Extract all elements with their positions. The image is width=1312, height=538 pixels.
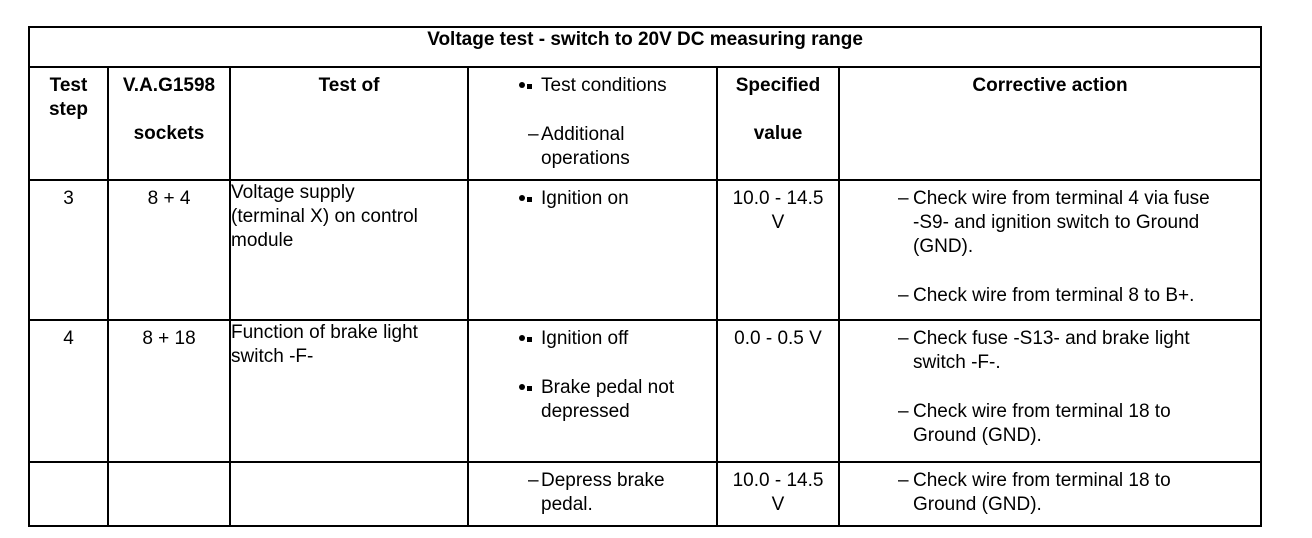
cell-step: 4 <box>28 319 109 463</box>
operation-text: Depress brake <box>541 470 665 491</box>
dash-icon: – <box>528 124 539 145</box>
header-conditions-item: Test conditions <box>469 74 716 98</box>
header-sockets-line2: sockets <box>133 123 205 144</box>
bullet-icon <box>519 384 525 390</box>
operation-item: – Depress brake pedal. <box>469 469 716 517</box>
cell-sockets: 8 + 4 <box>107 179 231 321</box>
test-of-line: (terminal X) on control <box>231 206 418 227</box>
value-line: 10.0 - 14.5 <box>732 470 824 491</box>
sockets-value: 8 + 18 <box>142 328 196 349</box>
cell-conditions: Ignition off Brake pedal not depressed <box>467 319 718 463</box>
cell-conditions: – Depress brake pedal. <box>467 461 718 527</box>
cell-actions: – Check wire from terminal 4 via fuse -S… <box>837 179 1263 321</box>
cell-step <box>28 461 109 527</box>
action-item: – Check wire from terminal 18 to Ground … <box>840 400 1260 448</box>
value-line: V <box>771 494 785 515</box>
bullet-icon <box>519 335 525 341</box>
header-conditions: Test conditions – Additional operations <box>467 66 718 181</box>
cell-step: 3 <box>28 179 109 321</box>
header-specified-value: Specified value <box>716 66 840 181</box>
header-corrective-action: Corrective action <box>837 66 1263 181</box>
test-of-line: Function of brake light <box>231 322 418 343</box>
operation-text: pedal. <box>541 494 593 515</box>
action-line: (GND). <box>913 236 974 257</box>
action-item: – Check wire from terminal 8 to B+. <box>840 284 1260 308</box>
test-of-line: module <box>231 230 294 251</box>
value-line: 10.0 - 14.5 <box>732 188 824 209</box>
cell-test-of: Voltage supply (terminal X) on control m… <box>229 179 469 321</box>
square-bullet-icon <box>527 84 532 89</box>
condition-item: Brake pedal not depressed <box>469 376 716 424</box>
action-line: Check wire from terminal 18 to <box>913 470 1171 491</box>
cell-test-of: Function of brake light switch -F- <box>229 319 469 463</box>
action-item: – Check wire from terminal 18 to Ground … <box>840 469 1260 517</box>
dash-icon: – <box>898 328 909 349</box>
cell-conditions: Ignition on <box>467 179 718 321</box>
condition-text: Ignition off <box>541 328 629 349</box>
table-row: – Depress brake pedal. 10.0 - 14.5 V – C… <box>28 461 1263 527</box>
header-corrective-label: Corrective action <box>972 75 1128 96</box>
header-specified-line2: value <box>753 123 803 144</box>
cell-actions: – Check fuse -S13- and brake light switc… <box>837 319 1263 463</box>
cell-actions: – Check wire from terminal 18 to Ground … <box>837 461 1263 527</box>
dash-icon: – <box>898 470 909 491</box>
cell-sockets: 8 + 18 <box>107 319 231 463</box>
bullet-icon <box>519 82 525 88</box>
condition-item: Ignition on <box>469 187 716 211</box>
table-row: 3 8 + 4 Voltage supply (terminal X) on c… <box>28 179 1263 321</box>
action-line: Check wire from terminal 18 to <box>913 401 1171 422</box>
header-test-step: Test step <box>28 66 109 181</box>
cell-test-of <box>229 461 469 527</box>
action-item: – Check fuse -S13- and brake light switc… <box>840 327 1260 375</box>
action-line: Check wire from terminal 8 to B+. <box>913 285 1195 306</box>
header-sockets: V.A.G1598 sockets <box>107 66 231 181</box>
sockets-value: 8 + 4 <box>147 188 191 209</box>
square-bullet-icon <box>527 386 532 391</box>
header-specified-line1: Specified <box>735 75 821 96</box>
action-line: Ground (GND). <box>913 494 1042 515</box>
dash-icon: – <box>898 401 909 422</box>
dash-icon: – <box>898 285 909 306</box>
action-line: Check fuse -S13- and brake light <box>913 328 1190 349</box>
dash-icon: – <box>898 188 909 209</box>
step-value: 3 <box>63 188 74 209</box>
header-test-of: Test of <box>229 66 469 181</box>
square-bullet-icon <box>527 337 532 342</box>
header-sockets-line1: V.A.G1598 <box>122 75 216 96</box>
header-operations-line2: operations <box>541 148 630 169</box>
condition-item: Ignition off <box>469 327 716 351</box>
test-of-line: Voltage supply <box>231 182 355 203</box>
test-of-line: switch -F- <box>231 346 314 367</box>
condition-text: Brake pedal not <box>541 377 675 398</box>
square-bullet-icon <box>527 197 532 202</box>
cell-value: 0.0 - 0.5 V <box>716 319 840 463</box>
action-line: Ground (GND). <box>913 425 1042 446</box>
value-line: 0.0 - 0.5 V <box>734 328 822 349</box>
table-row: 4 8 + 18 Function of brake light switch … <box>28 319 1263 463</box>
cell-value: 10.0 - 14.5 V <box>716 461 840 527</box>
action-line: -S9- and ignition switch to Ground <box>913 212 1200 233</box>
header-operations-item: – Additional operations <box>469 123 716 171</box>
action-item: – Check wire from terminal 4 via fuse -S… <box>840 187 1260 259</box>
bullet-icon <box>519 195 525 201</box>
condition-text: Ignition on <box>541 188 629 209</box>
header-test-step-line1: Test <box>49 75 88 96</box>
condition-text: depressed <box>541 401 630 422</box>
header-conditions-label: Test conditions <box>541 75 667 96</box>
table-title: Voltage test - switch to 20V DC measurin… <box>27 26 1263 68</box>
step-value: 4 <box>63 328 74 349</box>
value-line: V <box>771 212 785 233</box>
action-line: Check wire from terminal 4 via fuse <box>913 188 1210 209</box>
cell-sockets <box>107 461 231 527</box>
dash-icon: – <box>528 470 539 491</box>
cell-value: 10.0 - 14.5 V <box>716 179 840 321</box>
header-test-of-label: Test of <box>318 75 380 96</box>
header-test-step-line2: step <box>48 99 89 120</box>
header-operations-line1: Additional <box>541 124 625 145</box>
voltage-test-table: Voltage test - switch to 20V DC measurin… <box>27 26 1263 527</box>
action-line: switch -F-. <box>913 352 1001 373</box>
